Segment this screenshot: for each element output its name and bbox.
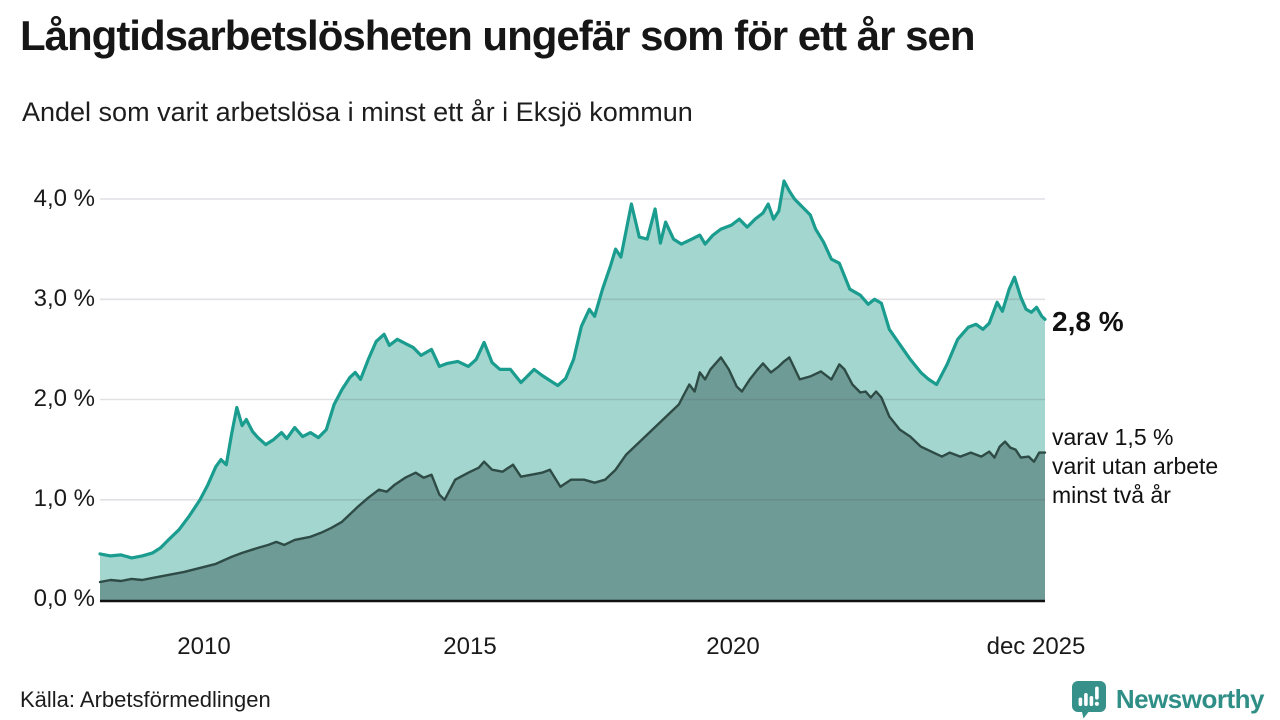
newsworthy-brand-name: Newsworthy bbox=[1115, 683, 1265, 714]
source-caption: Källa: Arbetsförmedlingen bbox=[20, 687, 271, 712]
y-axis-tick-4: 4,0 % bbox=[33, 185, 95, 212]
newsworthy-brand: Newsworthy bbox=[1070, 678, 1265, 720]
page-title: Långtidsarbetslösheten ungefär som för e… bbox=[20, 12, 976, 59]
series-note-label: varav 1,5 % varit utan arbete minst två … bbox=[1052, 424, 1219, 508]
x-axis-tick-dec-2025: dec 2025 bbox=[986, 633, 1086, 660]
y-axis-tick-1: 1,0 % bbox=[33, 485, 95, 512]
series-end-value-label: 2,8 % bbox=[1052, 306, 1124, 337]
x-axis-tick-2020: 2020 bbox=[706, 633, 760, 660]
y-axis-tick-3: 3,0 % bbox=[33, 285, 95, 312]
y-axis-tick-0: 0,0 % bbox=[33, 585, 95, 612]
y-axis-tick-2: 2,0 % bbox=[33, 385, 95, 412]
x-axis-tick-2010: 2010 bbox=[177, 633, 231, 660]
newsworthy-logo-icon bbox=[1070, 679, 1108, 720]
x-axis-tick-2015: 2015 bbox=[443, 633, 497, 660]
chart-subtitle: Andel som varit arbetslösa i minst ett å… bbox=[22, 97, 693, 127]
